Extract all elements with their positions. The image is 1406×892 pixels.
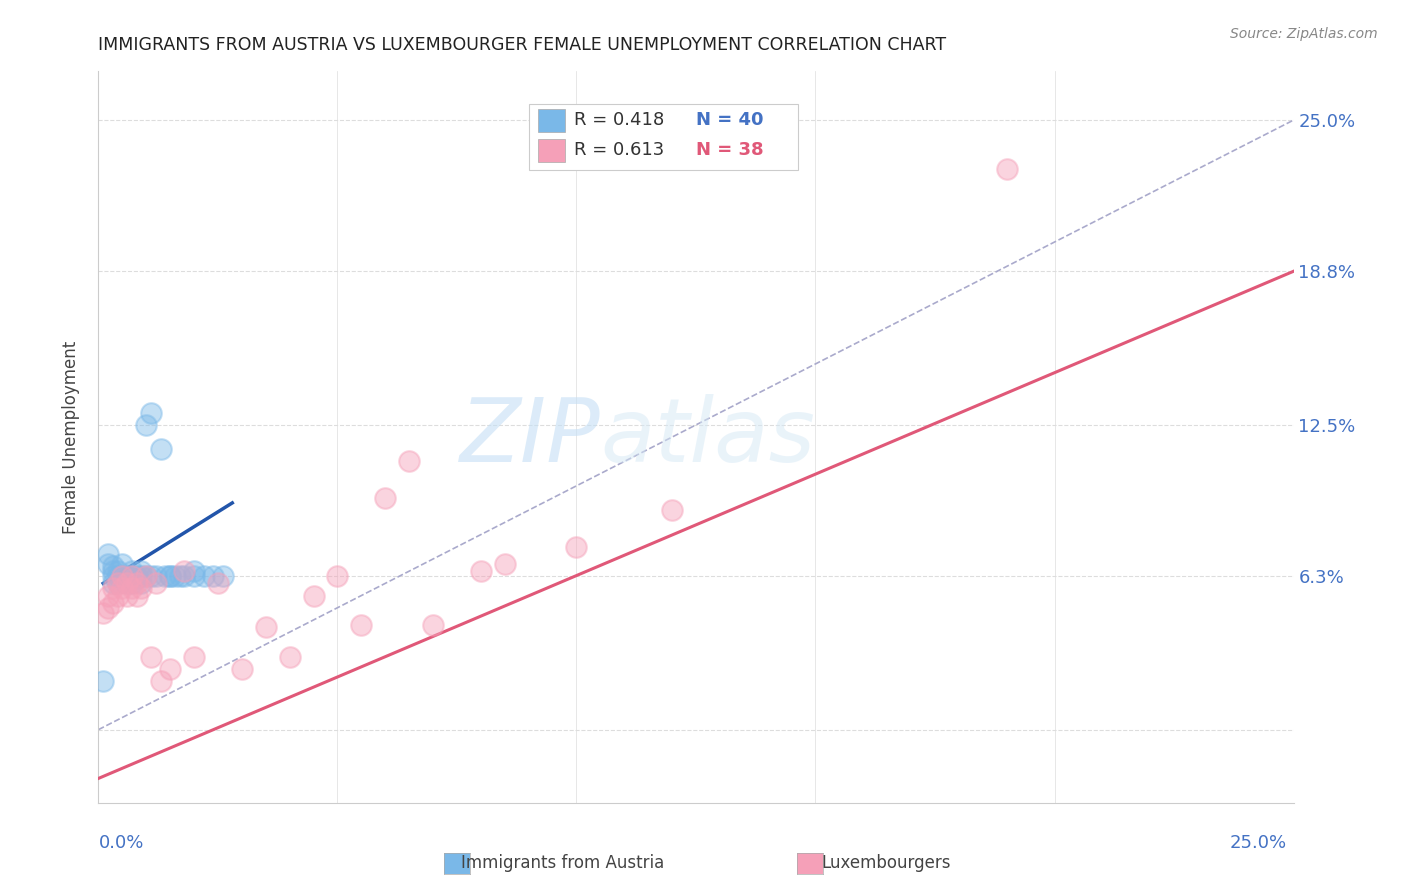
Point bbox=[101, 564, 124, 578]
Point bbox=[121, 576, 143, 591]
Point bbox=[231, 662, 253, 676]
Point bbox=[139, 406, 162, 420]
Text: R = 0.613: R = 0.613 bbox=[574, 141, 664, 160]
Point bbox=[111, 569, 134, 583]
Point bbox=[131, 576, 153, 591]
Point bbox=[302, 589, 325, 603]
Point bbox=[173, 569, 195, 583]
Point bbox=[101, 576, 124, 591]
Point bbox=[111, 557, 134, 571]
Text: Luxembourgers: Luxembourgers bbox=[821, 855, 950, 872]
Y-axis label: Female Unemployment: Female Unemployment bbox=[62, 341, 80, 533]
Text: atlas: atlas bbox=[600, 394, 815, 480]
Point bbox=[107, 576, 129, 591]
Point bbox=[183, 564, 205, 578]
Point bbox=[155, 569, 177, 583]
Point bbox=[107, 564, 129, 578]
Point bbox=[326, 569, 349, 583]
Point bbox=[91, 606, 114, 620]
FancyBboxPatch shape bbox=[538, 109, 565, 132]
Point bbox=[125, 576, 148, 591]
Point bbox=[159, 569, 181, 583]
Point bbox=[139, 569, 162, 583]
Point bbox=[101, 559, 124, 574]
Point bbox=[202, 569, 225, 583]
Point bbox=[398, 454, 420, 468]
Point bbox=[125, 589, 148, 603]
Point bbox=[422, 617, 444, 632]
Point bbox=[97, 589, 120, 603]
Text: IMMIGRANTS FROM AUSTRIA VS LUXEMBOURGER FEMALE UNEMPLOYMENT CORRELATION CHART: IMMIGRANTS FROM AUSTRIA VS LUXEMBOURGER … bbox=[98, 36, 946, 54]
Point bbox=[565, 540, 588, 554]
Point bbox=[145, 569, 167, 583]
Text: N = 40: N = 40 bbox=[696, 112, 763, 129]
Point bbox=[145, 576, 167, 591]
Point bbox=[183, 569, 205, 583]
Point bbox=[350, 617, 373, 632]
Point bbox=[374, 491, 396, 505]
Text: Source: ZipAtlas.com: Source: ZipAtlas.com bbox=[1230, 27, 1378, 41]
Point bbox=[183, 649, 205, 664]
Point bbox=[173, 564, 195, 578]
Point bbox=[131, 569, 153, 583]
Point bbox=[149, 673, 172, 688]
Point bbox=[207, 576, 229, 591]
Point bbox=[995, 161, 1018, 176]
Point bbox=[661, 503, 683, 517]
Point bbox=[159, 662, 181, 676]
Point bbox=[97, 557, 120, 571]
Point bbox=[149, 442, 172, 457]
Point bbox=[115, 576, 138, 591]
Point bbox=[101, 596, 124, 610]
Point bbox=[111, 569, 134, 583]
Point bbox=[111, 581, 134, 595]
Point bbox=[470, 564, 492, 578]
Point bbox=[494, 557, 516, 571]
Point bbox=[101, 581, 124, 595]
Point bbox=[97, 600, 120, 615]
Text: ZIP: ZIP bbox=[460, 394, 600, 480]
Point bbox=[107, 569, 129, 583]
Point bbox=[115, 576, 138, 591]
Point bbox=[135, 417, 157, 432]
Point bbox=[91, 673, 114, 688]
Point bbox=[278, 649, 301, 664]
Point bbox=[254, 620, 277, 634]
Point bbox=[163, 569, 186, 583]
Text: Immigrants from Austria: Immigrants from Austria bbox=[461, 855, 664, 872]
Point bbox=[211, 569, 233, 583]
Point bbox=[97, 547, 120, 561]
Point bbox=[169, 569, 191, 583]
Point bbox=[111, 572, 134, 586]
Point bbox=[135, 569, 157, 583]
Point bbox=[121, 569, 143, 583]
Point bbox=[125, 569, 148, 583]
Text: 0.0%: 0.0% bbox=[98, 834, 143, 852]
Point bbox=[193, 569, 215, 583]
Point bbox=[115, 589, 138, 603]
Point bbox=[135, 569, 157, 583]
Point bbox=[107, 576, 129, 591]
Point bbox=[139, 649, 162, 664]
Point bbox=[107, 589, 129, 603]
FancyBboxPatch shape bbox=[529, 104, 797, 170]
Point bbox=[101, 569, 124, 583]
Text: 25.0%: 25.0% bbox=[1229, 834, 1286, 852]
Point bbox=[131, 581, 153, 595]
Point bbox=[115, 569, 138, 583]
Point bbox=[121, 581, 143, 595]
Point bbox=[121, 569, 143, 583]
Point bbox=[159, 569, 181, 583]
Point bbox=[121, 564, 143, 578]
Point bbox=[125, 572, 148, 586]
Text: R = 0.418: R = 0.418 bbox=[574, 112, 664, 129]
Text: N = 38: N = 38 bbox=[696, 141, 763, 160]
Point bbox=[131, 564, 153, 578]
FancyBboxPatch shape bbox=[538, 138, 565, 162]
